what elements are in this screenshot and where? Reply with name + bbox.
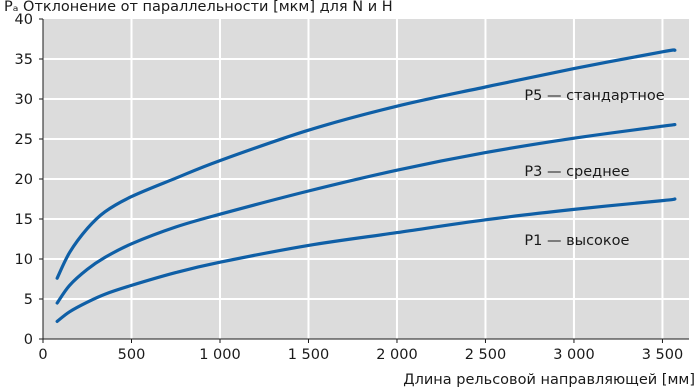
x-tick-label: 2 500 (465, 347, 507, 363)
x-tick-label: 1 000 (199, 347, 241, 363)
y-tick-label: 10 (15, 252, 33, 268)
y-tick-label: 20 (15, 172, 33, 188)
y-tick-label: 35 (15, 52, 33, 68)
series-line (55, 197, 677, 323)
x-tick-label: 1 500 (288, 347, 330, 363)
series-label: P5 — стандартное (524, 88, 664, 104)
x-tick-label: 2 000 (376, 347, 418, 363)
x-tick-label: 3 000 (553, 347, 595, 363)
y-tick-label: 0 (24, 332, 33, 348)
y-tick-label: 5 (24, 292, 33, 308)
series-line (55, 48, 677, 280)
y-tick-label: 15 (15, 212, 33, 228)
y-tick-label: 25 (15, 132, 33, 148)
x-tick-label: 0 (38, 347, 47, 363)
y-tick-label: 40 (15, 12, 33, 28)
y-axis-title: Pₐ Отклонение от параллельности [мкм] дл… (4, 0, 393, 15)
x-tick-label: 3 500 (642, 347, 684, 363)
x-tick-label: 500 (118, 347, 146, 363)
y-tick-label: 30 (15, 92, 33, 108)
x-axis-title: Длина рельсовой направляющей [мм] (403, 372, 695, 388)
series-line (55, 123, 677, 305)
series-label: P3 — среднее (524, 164, 629, 180)
series-label: P1 — высокое (524, 233, 629, 249)
